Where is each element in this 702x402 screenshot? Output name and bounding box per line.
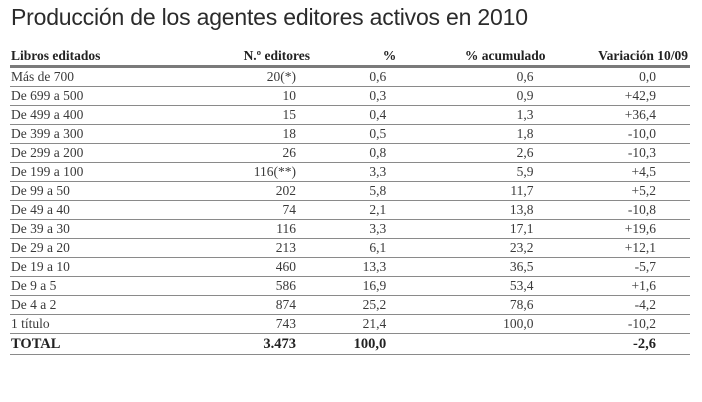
cell-libros-editados: De 29 a 20	[10, 238, 189, 258]
header-variacion: Variación 10/09	[545, 46, 690, 68]
cell-percent-acumulado: 78,6	[396, 295, 546, 315]
cell-percent-acumulado: 11,7	[396, 181, 546, 201]
cell-n-editores: 20(*)	[188, 66, 317, 87]
cell-percent: 0,5	[316, 124, 397, 144]
cell-percent: 3,3	[316, 162, 397, 182]
cell-percent: 2,1	[316, 200, 397, 220]
cell-percent-acumulado: 0,9	[396, 86, 546, 106]
cell-percent-acumulado: 23,2	[396, 238, 546, 258]
cell-percent-acumulado: 1,8	[396, 124, 546, 144]
cell-percent-acumulado: 17,1	[396, 219, 546, 239]
cell-variacion: +19,6	[545, 219, 690, 239]
cell-variacion: 0,0	[545, 66, 690, 87]
cell-variacion: +36,4	[545, 105, 690, 125]
cell-n-editores: 10	[188, 86, 317, 106]
cell-n-editores: 26	[188, 143, 317, 163]
table-row: De 499 a 400 15 0,4 1,3 +36,4	[10, 105, 690, 125]
cell-percent-acumulado: 1,3	[396, 105, 546, 125]
table-row: De 199 a 100 116(**) 3,3 5,9 +4,5	[10, 162, 690, 182]
cell-libros-editados: De 699 a 500	[10, 86, 189, 106]
cell-n-editores: 116(**)	[188, 162, 317, 182]
cell-variacion: -10,8	[545, 200, 690, 220]
cell-percent-acumulado: 36,5	[396, 257, 546, 277]
table-row: De 29 a 20 213 6,1 23,2 +12,1	[10, 238, 690, 258]
publishers-production-table: Libros editados N.º editores % % acumula…	[10, 46, 690, 355]
table-header-row: Libros editados N.º editores % % acumula…	[10, 46, 690, 68]
cell-variacion: +42,9	[545, 86, 690, 106]
table-title: Producción de los agentes editores activ…	[11, 4, 528, 30]
cell-n-editores: 586	[188, 276, 317, 296]
cell-libros-editados: De 39 a 30	[10, 219, 189, 239]
table-row: De 99 a 50 202 5,8 11,7 +5,2	[10, 181, 690, 201]
cell-n-editores: 116	[188, 219, 317, 239]
table-row: 1 título 743 21,4 100,0 -10,2	[10, 314, 690, 334]
cell-n-editores: 213	[188, 238, 317, 258]
cell-n-editores: 743	[188, 314, 317, 334]
cell-percent: 6,1	[316, 238, 397, 258]
cell-libros-editados: 1 título	[10, 314, 189, 334]
header-percent-acumulado: % acumulado	[396, 46, 546, 68]
table-row: Más de 700 20(*) 0,6 0,6 0,0	[10, 66, 690, 87]
cell-percent-acumulado: 13,8	[396, 200, 546, 220]
header-percent: %	[316, 46, 397, 68]
cell-libros-editados: De 299 a 200	[10, 143, 189, 163]
cell-n-editores: 15	[188, 105, 317, 125]
cell-libros-editados: De 19 a 10	[10, 257, 189, 277]
cell-percent: 0,3	[316, 86, 397, 106]
table-row: De 39 a 30 116 3,3 17,1 +19,6	[10, 219, 690, 239]
table-row: De 699 a 500 10 0,3 0,9 +42,9	[10, 86, 690, 106]
cell-percent: 25,2	[316, 295, 397, 315]
total-cell-percent-acumulado	[396, 333, 546, 355]
table-total-row: TOTAL 3.473 100,0 -2,6	[10, 333, 690, 355]
cell-libros-editados: De 399 a 300	[10, 124, 189, 144]
cell-percent: 13,3	[316, 257, 397, 277]
cell-variacion: +5,2	[545, 181, 690, 201]
cell-n-editores: 74	[188, 200, 317, 220]
cell-libros-editados: De 99 a 50	[10, 181, 189, 201]
header-n-editores: N.º editores	[188, 46, 317, 68]
table-row: De 399 a 300 18 0,5 1,8 -10,0	[10, 124, 690, 144]
cell-percent-acumulado: 100,0	[396, 314, 546, 334]
total-cell-libros-editados: TOTAL	[10, 333, 189, 355]
cell-variacion: -10,3	[545, 143, 690, 163]
cell-percent-acumulado: 2,6	[396, 143, 546, 163]
cell-variacion: +12,1	[545, 238, 690, 258]
total-cell-n-editores: 3.473	[188, 333, 317, 355]
cell-n-editores: 202	[188, 181, 317, 201]
cell-variacion: -10,2	[545, 314, 690, 334]
table-row: De 4 a 2 874 25,2 78,6 -4,2	[10, 295, 690, 315]
cell-percent-acumulado: 53,4	[396, 276, 546, 296]
cell-libros-editados: De 4 a 2	[10, 295, 189, 315]
cell-variacion: -10,0	[545, 124, 690, 144]
table-row: De 49 a 40 74 2,1 13,8 -10,8	[10, 200, 690, 220]
header-libros-editados: Libros editados	[10, 46, 189, 68]
cell-libros-editados: De 499 a 400	[10, 105, 189, 125]
cell-variacion: -4,2	[545, 295, 690, 315]
cell-percent: 3,3	[316, 219, 397, 239]
table-row: De 9 a 5 586 16,9 53,4 +1,6	[10, 276, 690, 296]
cell-libros-editados: Más de 700	[10, 66, 189, 87]
cell-percent: 21,4	[316, 314, 397, 334]
cell-n-editores: 874	[188, 295, 317, 315]
cell-percent: 0,6	[316, 66, 397, 87]
table-row: De 19 a 10 460 13,3 36,5 -5,7	[10, 257, 690, 277]
cell-n-editores: 18	[188, 124, 317, 144]
cell-libros-editados: De 49 a 40	[10, 200, 189, 220]
cell-variacion: -5,7	[545, 257, 690, 277]
cell-libros-editados: De 9 a 5	[10, 276, 189, 296]
cell-n-editores: 460	[188, 257, 317, 277]
cell-percent-acumulado: 0,6	[396, 66, 546, 87]
cell-percent: 16,9	[316, 276, 397, 296]
cell-libros-editados: De 199 a 100	[10, 162, 189, 182]
cell-percent: 5,8	[316, 181, 397, 201]
cell-percent: 0,4	[316, 105, 397, 125]
cell-variacion: +1,6	[545, 276, 690, 296]
total-cell-variacion: -2,6	[545, 333, 690, 355]
total-cell-percent: 100,0	[316, 333, 397, 355]
cell-percent-acumulado: 5,9	[396, 162, 546, 182]
cell-percent: 0,8	[316, 143, 397, 163]
cell-variacion: +4,5	[545, 162, 690, 182]
table-row: De 299 a 200 26 0,8 2,6 -10,3	[10, 143, 690, 163]
